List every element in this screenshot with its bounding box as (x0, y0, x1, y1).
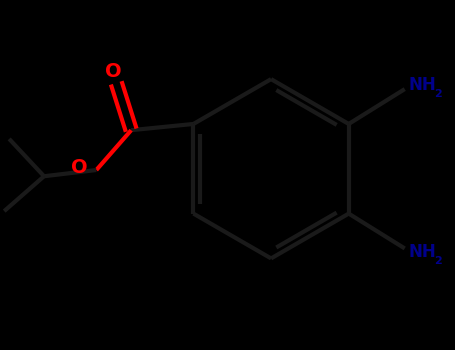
Text: NH: NH (409, 76, 436, 94)
Text: O: O (106, 62, 122, 81)
Text: 2: 2 (435, 89, 442, 99)
Text: 2: 2 (435, 256, 442, 266)
Text: NH: NH (409, 243, 436, 261)
Text: O: O (71, 158, 87, 177)
